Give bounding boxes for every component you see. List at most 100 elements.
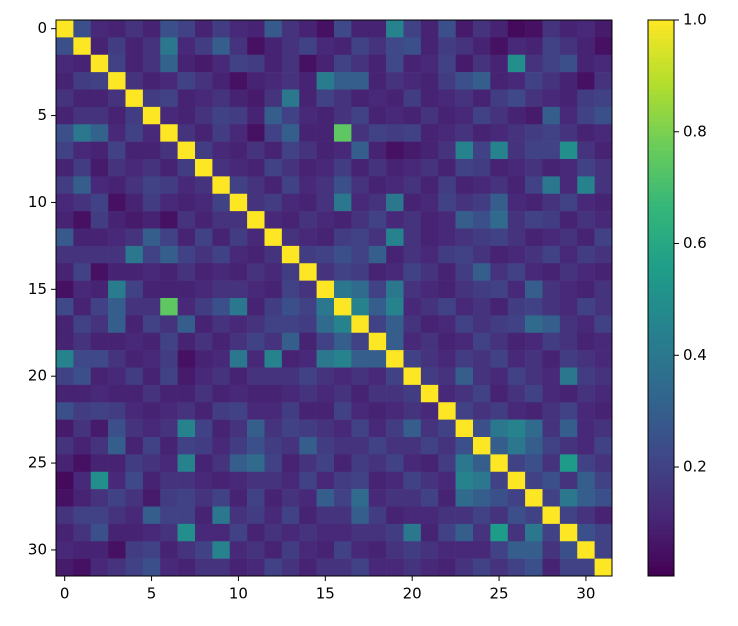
heatmap-cell <box>56 245 74 264</box>
heatmap-cell <box>73 298 92 316</box>
heatmap-cell <box>473 350 491 368</box>
heatmap-cell <box>281 419 300 438</box>
heatmap-cell <box>507 471 526 490</box>
heatmap-cell <box>247 454 265 473</box>
heatmap-cell <box>195 558 213 577</box>
heatmap-cell <box>229 211 248 229</box>
heatmap-cell <box>368 384 387 403</box>
heatmap-cell <box>351 437 370 455</box>
heatmap-cell <box>334 124 352 142</box>
heatmap-cell <box>559 72 578 90</box>
heatmap-cell <box>108 541 126 559</box>
heatmap-cell <box>420 72 439 90</box>
heatmap-cell <box>455 419 474 438</box>
heatmap-cell <box>438 350 456 368</box>
heatmap-cell <box>525 541 543 559</box>
heatmap-cell <box>108 72 126 90</box>
heatmap-cell <box>195 332 213 351</box>
heatmap-cell <box>542 72 561 90</box>
heatmap-cell <box>212 106 231 125</box>
colorbar-segment <box>648 38 674 44</box>
heatmap-cell <box>403 489 422 507</box>
heatmap-cell <box>299 124 317 142</box>
heatmap-cell <box>490 54 509 73</box>
heatmap-cell <box>316 228 335 247</box>
heatmap-cell <box>420 176 439 195</box>
heatmap-cell <box>420 193 439 212</box>
colorbar-tick-label: 0.2 <box>683 458 707 476</box>
heatmap-cell <box>160 89 178 108</box>
heatmap-cell <box>559 489 578 507</box>
heatmap-cell <box>351 176 370 195</box>
colorbar-segment <box>648 450 674 457</box>
heatmap-cell <box>473 298 491 316</box>
colorbar-segment <box>648 33 674 40</box>
heatmap-cell <box>212 193 231 212</box>
heatmap-cell <box>195 211 213 229</box>
heatmap-cell <box>195 419 213 438</box>
heatmap-cell <box>577 489 595 507</box>
heatmap-cell <box>108 471 126 490</box>
heatmap-cell <box>229 228 248 247</box>
colorbar-segment <box>648 335 674 341</box>
heatmap-cell <box>420 159 439 177</box>
heatmap-cell <box>594 332 613 351</box>
heatmap-cell <box>473 141 491 160</box>
heatmap-cell <box>403 402 422 420</box>
heatmap-cell <box>108 263 126 281</box>
colorbar-segment <box>648 534 674 540</box>
heatmap-cell <box>334 367 352 386</box>
heatmap-cell <box>438 298 456 316</box>
heatmap-cell <box>177 402 196 420</box>
heatmap-cell <box>299 332 317 351</box>
heatmap-cell <box>264 541 283 559</box>
heatmap-cell <box>507 454 526 473</box>
heatmap-cell <box>334 211 352 229</box>
heatmap-cell <box>281 367 300 386</box>
heatmap-cell <box>351 332 370 351</box>
heatmap-cell <box>142 367 161 386</box>
heatmap-cell <box>299 506 317 525</box>
heatmap-cell <box>455 176 474 195</box>
colorbar-segment <box>648 228 674 234</box>
heatmap-cell <box>368 523 387 542</box>
heatmap-cell <box>438 489 456 507</box>
heatmap-cell <box>420 402 439 420</box>
heatmap-cell <box>525 454 543 473</box>
heatmap-cell <box>212 471 231 490</box>
heatmap-cell <box>247 193 265 212</box>
colorbar-segment <box>648 307 674 313</box>
heatmap-cell <box>473 332 491 351</box>
heatmap-cell <box>368 72 387 90</box>
heatmap-cell <box>56 558 74 577</box>
heatmap-cell <box>351 193 370 212</box>
heatmap-cell <box>334 159 352 177</box>
heatmap-cell <box>142 558 161 577</box>
heatmap-cell <box>455 489 474 507</box>
heatmap-cell <box>351 263 370 281</box>
heatmap-cell <box>56 159 74 177</box>
heatmap-cell <box>473 159 491 177</box>
heatmap-cell <box>507 402 526 420</box>
heatmap-cell <box>490 193 509 212</box>
heatmap-cell <box>177 72 196 90</box>
heatmap-cell <box>316 384 335 403</box>
colorbar-segment <box>648 376 674 382</box>
heatmap-cell <box>90 106 109 125</box>
heatmap-cell <box>73 558 92 577</box>
heatmap-cell <box>108 367 126 386</box>
colorbar-segment <box>648 525 674 531</box>
heatmap-cell <box>195 454 213 473</box>
heatmap-cell <box>281 350 300 368</box>
colorbar-segment <box>648 223 674 229</box>
heatmap-cell <box>90 402 109 420</box>
colorbar-segment <box>648 57 674 63</box>
colorbar-segment <box>648 362 674 368</box>
heatmap-cell <box>490 211 509 229</box>
colorbar-segment <box>648 487 674 494</box>
plot-frame <box>55 19 613 577</box>
heatmap-cell <box>542 454 561 473</box>
heatmap-cell <box>281 384 300 403</box>
heatmap-cell <box>316 489 335 507</box>
heatmap-cell <box>195 471 213 490</box>
